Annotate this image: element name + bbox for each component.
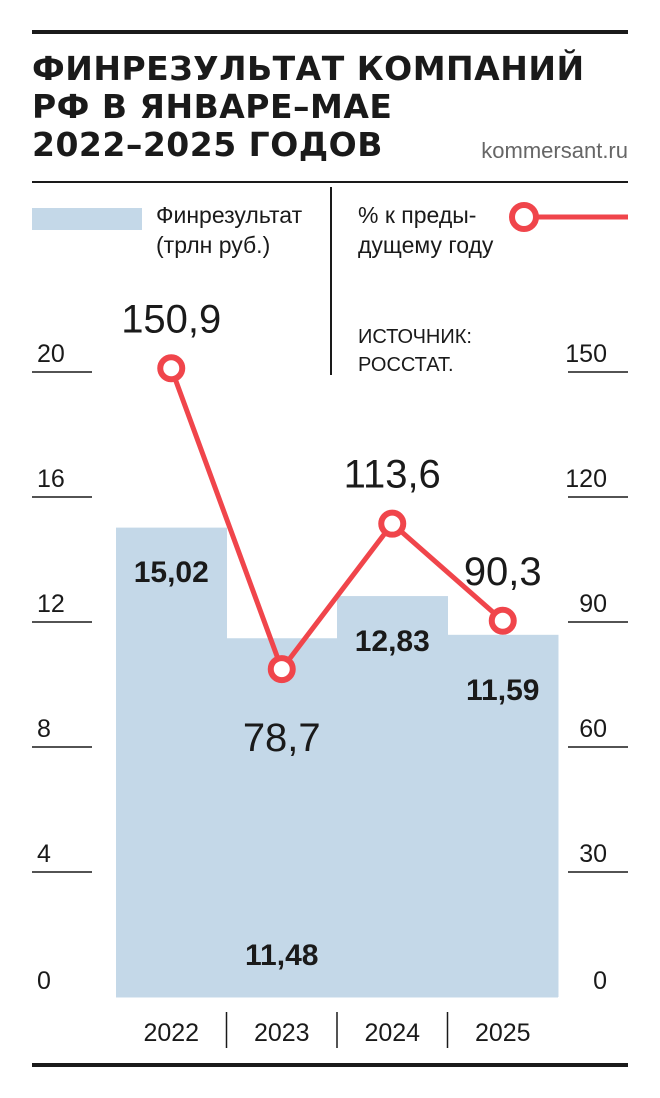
right-tick-label: 120 xyxy=(565,465,607,493)
category-label: 2025 xyxy=(475,1019,531,1047)
top-rule xyxy=(32,30,628,34)
legend-line-label: % к преды- дущему году xyxy=(358,202,494,258)
title-line-1: ФИНРЕЗУЛЬТАТ КОМПАНИЙ xyxy=(32,49,585,88)
legend-bar-label: Финрезультат (трлн руб.) xyxy=(156,202,303,258)
legend-bar-swatch xyxy=(32,208,142,230)
chart-title: ФИНРЕЗУЛЬТАТ КОМПАНИЙ РФ В ЯНВАРЕ–МАЕ 20… xyxy=(32,50,592,164)
title-line-2: РФ В ЯНВАРЕ–МАЕ xyxy=(32,87,393,126)
bar-value-label: 12,83 xyxy=(355,625,430,658)
line-value-label: 78,7 xyxy=(243,716,321,760)
line-point-2023 xyxy=(267,655,296,684)
right-tick-label: 0 xyxy=(593,967,607,995)
left-tick-label: 12 xyxy=(37,590,65,618)
bar-value-label: 11,48 xyxy=(245,939,318,972)
bar-2023 xyxy=(226,638,338,997)
left-tick-label: 20 xyxy=(37,340,65,368)
line-point-2024 xyxy=(378,509,407,538)
left-tick-label: 0 xyxy=(37,967,51,995)
bar-2025 xyxy=(447,634,559,997)
category-label: 2022 xyxy=(143,1019,199,1047)
left-tick-label: 16 xyxy=(37,465,65,493)
right-tick-label: 150 xyxy=(565,340,607,368)
site-name: kommersant.ru xyxy=(481,138,628,163)
legend-divider xyxy=(330,187,332,375)
category-label: 2024 xyxy=(364,1019,420,1047)
line-point-2025 xyxy=(488,606,517,635)
title-line-3: 2022–2025 ГОДОВ xyxy=(32,125,383,164)
source-note: ИСТОЧНИК: РОССТАТ. xyxy=(358,326,472,376)
right-tick-label: 60 xyxy=(579,715,607,743)
bar-value-label: 11,59 xyxy=(466,674,539,707)
bar-2024 xyxy=(337,596,448,997)
left-tick-label: 4 xyxy=(37,840,51,868)
bar-2022 xyxy=(116,527,227,997)
bottom-rule xyxy=(32,1063,628,1067)
right-tick-label: 90 xyxy=(579,590,607,618)
bar-value-label: 15,02 xyxy=(134,556,209,589)
line-point-2022 xyxy=(157,354,186,383)
left-tick-label: 8 xyxy=(37,715,51,743)
line-value-label: 90,3 xyxy=(464,550,542,594)
line-value-label: 150,9 xyxy=(121,297,221,341)
header-rule xyxy=(32,181,628,183)
line-value-label: 113,6 xyxy=(344,453,441,497)
line-series xyxy=(168,367,505,672)
right-tick-label: 30 xyxy=(579,840,607,868)
category-label: 2023 xyxy=(254,1019,310,1047)
